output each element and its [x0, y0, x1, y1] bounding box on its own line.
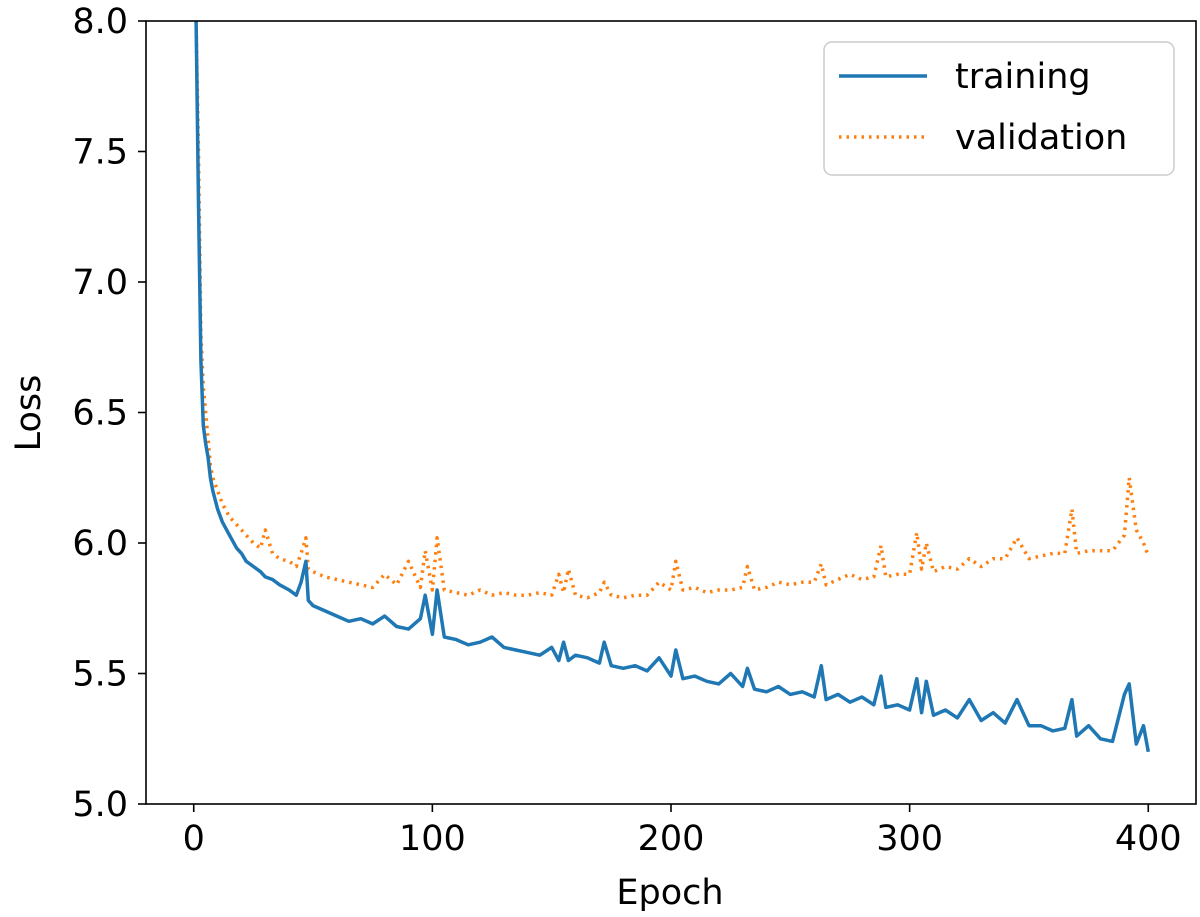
x-axis-label: Epoch	[616, 873, 723, 913]
legend: training validation	[823, 41, 1175, 176]
series-line-training	[194, 21, 1151, 753]
y-tick-label: 8.0	[72, 2, 128, 42]
series-line-validation	[194, 21, 1150, 600]
y-axis-label: Loss	[9, 375, 49, 452]
x-tick-label: 100	[399, 819, 466, 859]
y-tick-label: 5.5	[72, 655, 128, 695]
y-tick-label: 5.0	[72, 785, 128, 825]
y-tick-label: 6.0	[72, 524, 128, 564]
y-tick-label: 7.0	[72, 263, 128, 303]
x-tick-label: 200	[638, 819, 705, 859]
x-tick-label: 300	[876, 819, 943, 859]
y-tick-label: 7.5	[72, 133, 128, 173]
plot-area	[194, 21, 1151, 753]
legend-label-validation: validation	[955, 118, 1127, 158]
ticks: 0 100 200 300 400 5.0 5.5 6.0 6.5 7.0 7.5 8.0	[72, 2, 1181, 859]
x-tick-label: 0	[183, 819, 205, 859]
x-tick-label: 400	[1115, 819, 1182, 859]
y-tick-label: 6.5	[72, 394, 128, 434]
legend-label-training: training	[955, 57, 1091, 97]
